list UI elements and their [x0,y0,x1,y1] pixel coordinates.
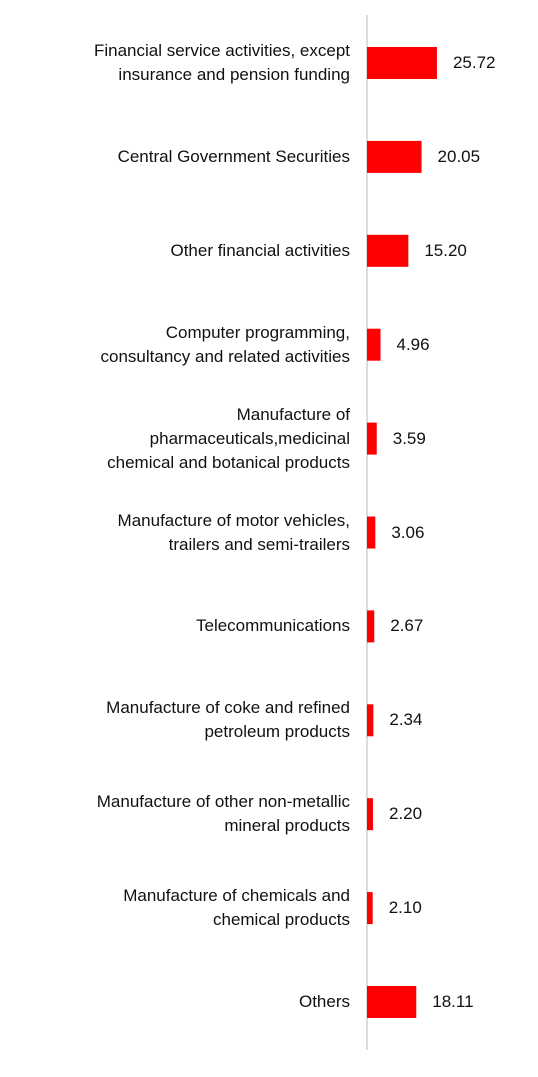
category-label: Manufacture of motor vehicles, trailers … [117,510,350,554]
value-label: 4.96 [396,334,430,354]
bar [367,328,381,361]
bar [367,234,409,267]
value-label: 2.34 [389,710,423,730]
bar [367,422,377,455]
category-label: Other financial activities [170,240,350,260]
value-label: 3.06 [391,522,425,542]
category-label: Manufacture of coke and refined petroleu… [106,698,350,742]
value-label: 18.11 [432,992,474,1011]
value-label: 15.20 [424,240,467,260]
category-label: Manufacture of pharmaceuticals,medicinal… [107,404,350,472]
category-label: Central Government Securities [117,146,350,166]
value-label: 2.67 [390,616,424,636]
category-label: Manufacture of other non-metallic minera… [96,792,350,836]
bar [367,140,422,173]
category-label: Telecommunications [195,616,350,636]
value-label: 2.20 [388,804,423,824]
value-label: 2.10 [388,898,422,918]
category-label: Manufacture of chemicals and chemical pr… [123,886,350,930]
bar [367,610,375,643]
category-label: Others [298,992,350,1011]
value-label: 25.72 [452,53,496,72]
bar [367,986,417,1018]
bar [367,798,373,831]
value-label: 20.05 [437,146,481,166]
value-label: 3.59 [392,428,426,448]
bar [367,47,437,79]
bar [367,516,376,549]
bar [367,704,374,737]
category-label: Computer programming, consultancy and re… [100,322,350,366]
bar [367,892,373,925]
category-label: Financial service activities, except ins… [93,41,350,84]
